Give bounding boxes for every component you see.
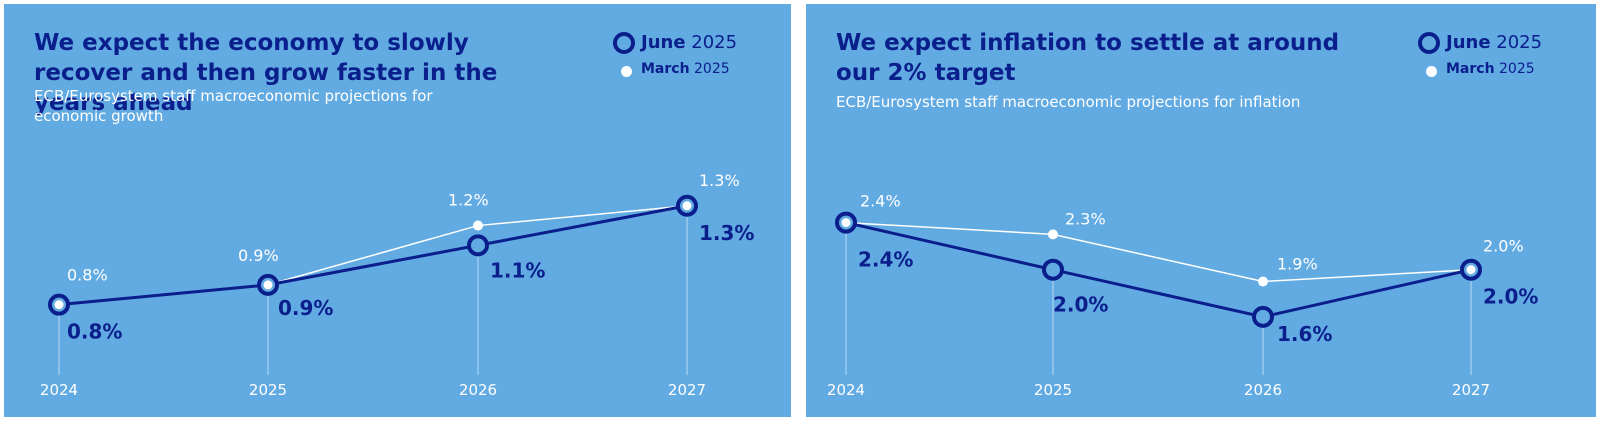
- x-tick-label: 2026: [459, 381, 497, 399]
- inflation-chart-panel: We expect inflation to settle at around …: [806, 4, 1596, 417]
- june-marker-icon: [1418, 32, 1440, 54]
- march-data-label: 1.2%: [448, 191, 489, 210]
- march-point: [1466, 265, 1476, 275]
- march-marker-icon: [1426, 66, 1437, 77]
- march-data-label: 2.0%: [1483, 237, 1524, 256]
- chart-title: We expect the economy to slowly recover …: [34, 30, 498, 116]
- march-series-line: [845, 221, 1472, 283]
- x-tick-label: 2026: [1244, 381, 1282, 399]
- legend-june-year: 2025: [691, 32, 738, 53]
- june-point: [467, 234, 489, 257]
- march-data-label: 1.3%: [699, 171, 740, 190]
- june-data-label: 1.6%: [1277, 322, 1332, 346]
- june-data-label: 2.4%: [858, 248, 913, 272]
- legend-march-year: 2025: [694, 61, 730, 77]
- legend-june-month: June: [641, 32, 686, 53]
- june-data-label: 0.8%: [67, 320, 122, 344]
- legend-item-march: March 2025: [1418, 57, 1568, 84]
- june-data-label: 1.3%: [699, 221, 754, 245]
- inflation-line-chart: 2.4% 2.3% 1.9% 2.0% 2.4% 2.0% 1.6% 2.0% 2024 2025…: [827, 192, 1539, 399]
- chart-title: We expect inflation to settle at around …: [836, 30, 1340, 86]
- legend-item-june: June 2025: [613, 30, 763, 57]
- legend-march-month: March: [641, 61, 690, 77]
- june-data-label: 2.0%: [1483, 285, 1538, 309]
- chart-subtitle: ECB/Eurosystem staff macroeconomic proje…: [34, 87, 433, 125]
- june-series-line: [58, 204, 688, 307]
- march-point: [841, 218, 851, 228]
- june-data-label: 0.9%: [278, 296, 333, 320]
- june-point: [1042, 258, 1064, 281]
- legend: June 2025 March 2025: [1418, 30, 1568, 84]
- legend-march-year: 2025: [1499, 61, 1535, 77]
- chart-subtitle: ECB/Eurosystem staff macroeconomic proje…: [836, 93, 1301, 111]
- growth-line-chart: 0.8% 0.9% 1.2% 1.3% 0.8% 0.9% 1.1% 1.3% 2024 2025…: [40, 171, 755, 399]
- march-series-line: [58, 205, 688, 306]
- march-data-label: 2.4%: [860, 192, 901, 211]
- legend-june-month: June: [1446, 32, 1491, 53]
- march-data-label: 1.9%: [1277, 255, 1318, 274]
- march-point: [54, 300, 64, 310]
- x-tick-label: 2024: [827, 381, 865, 399]
- growth-chart-panel: We expect the economy to slowly recover …: [4, 4, 791, 417]
- legend-june-year: 2025: [1496, 32, 1543, 53]
- x-tick-label: 2027: [668, 381, 706, 399]
- legend-item-march: March 2025: [613, 57, 763, 84]
- x-tick-label: 2024: [40, 381, 78, 399]
- x-tick-label: 2025: [1034, 381, 1072, 399]
- x-tick-label: 2025: [249, 381, 287, 399]
- march-point: [473, 220, 483, 231]
- legend-item-june: June 2025: [1418, 30, 1568, 57]
- june-series-line: [845, 221, 1472, 319]
- march-data-label: 0.8%: [67, 266, 108, 285]
- june-point: [1252, 305, 1274, 328]
- june-data-label: 2.0%: [1053, 293, 1108, 317]
- legend: June 2025 March 2025: [613, 30, 763, 84]
- march-data-label: 0.9%: [238, 246, 279, 265]
- march-point: [1048, 229, 1058, 240]
- march-data-label: 2.3%: [1065, 209, 1106, 228]
- x-tick-label: 2027: [1452, 381, 1490, 399]
- june-marker-icon: [613, 32, 635, 54]
- march-point: [682, 201, 692, 211]
- legend-march-month: March: [1446, 61, 1495, 77]
- june-data-label: 1.1%: [490, 258, 545, 282]
- march-marker-icon: [621, 66, 632, 77]
- march-point: [1258, 276, 1268, 287]
- march-point: [263, 280, 273, 290]
